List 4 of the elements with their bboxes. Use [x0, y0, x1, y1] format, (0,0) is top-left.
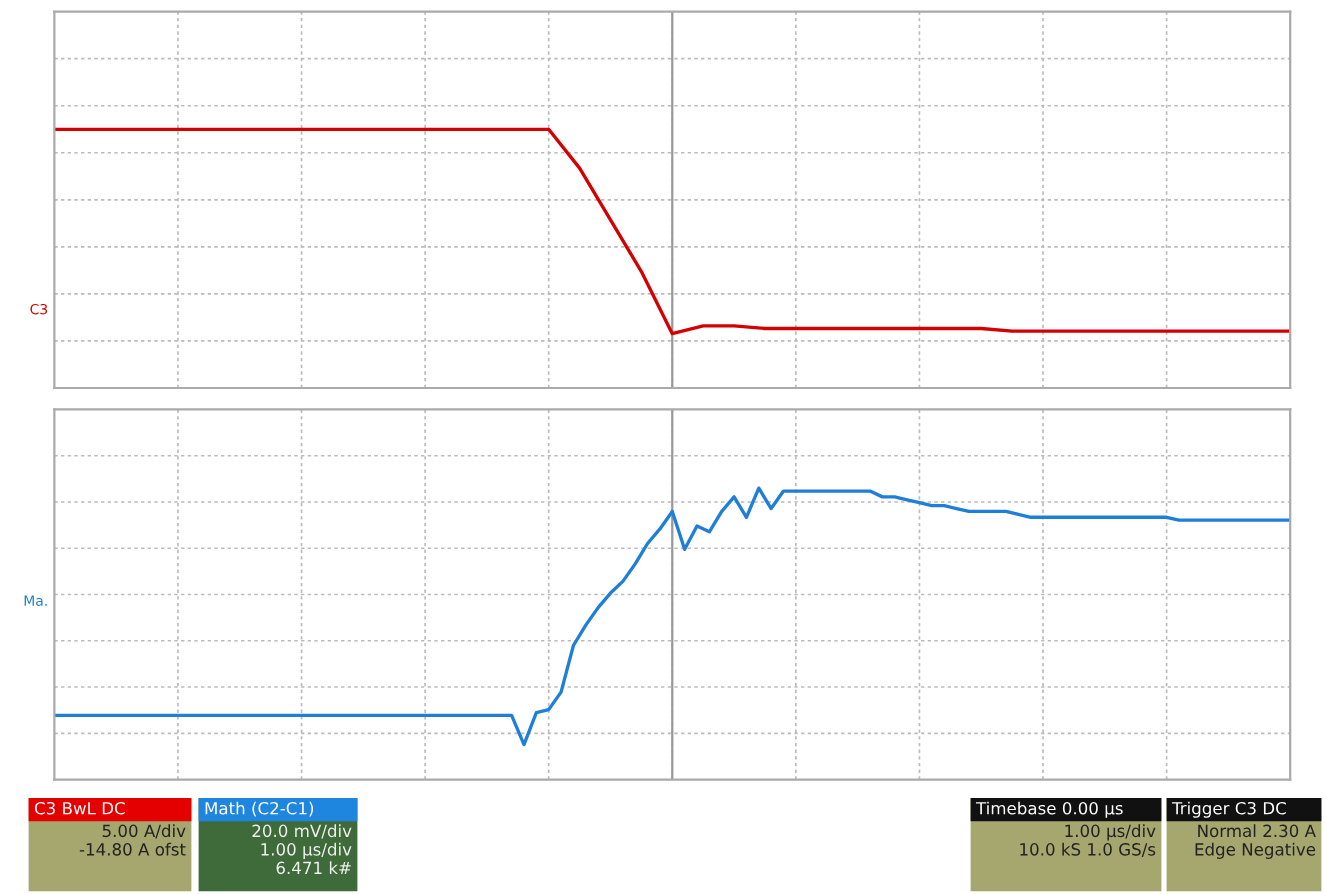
text: Math (C2-C1) 20.0 mV/div 1.00 µs/div 6.471 k#: [205, 801, 352, 875]
text: Trigger C3 DC Normal 2.30 A Edge Negative: [1171, 801, 1316, 859]
text: C3 BwL DC 5.00 A/div -14.80 A ofst: [34, 801, 186, 856]
text: Timebase 0.00 µs 1.00 µs/div 10.0 kS 1.0 GS/s: [975, 801, 1156, 857]
